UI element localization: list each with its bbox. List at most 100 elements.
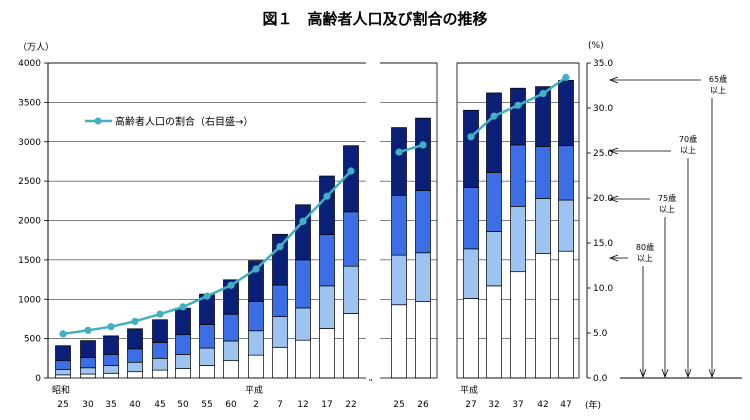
x-tick-label: 12 [297,400,308,410]
ratio-point [252,265,260,273]
legend-label: 高齢者人口の割合（右目盛→） [115,115,253,128]
left-axis-tick-label: 2000 [18,217,41,227]
bar-segment-80+ [223,360,239,379]
bar-segment-65-69 [319,175,335,236]
x-tick-label: 47 [560,400,571,410]
bar-segment-75-79 [391,254,407,306]
bar-segment-65-69 [415,117,431,191]
age-arrow-head [608,195,619,203]
left-axis-unit: （万人） [18,42,54,53]
axis-break-gap [366,62,380,379]
bar-segment-65-69 [535,86,551,147]
bar-segment-80+ [175,368,191,379]
ratio-point [179,303,187,311]
left-axis-tick-label: 0 [35,374,41,384]
bar-segment-70-74 [127,348,143,363]
ratio-point [539,90,547,98]
left-axis-tick-label: 3000 [18,138,41,148]
bar-segment-70-74 [510,144,526,207]
bar-segment-75-79 [175,354,191,369]
bar-segment-70-74 [175,334,191,355]
bar-segment-70-74 [486,172,502,232]
age-arrow-down-head [684,368,692,379]
left-axis-tick-label: 4000 [18,59,41,69]
bar-segment-75-79 [103,365,119,374]
bar-segment-80+ [463,298,479,379]
bar-segment-75-79 [486,231,502,287]
right-axis-tick-label: 20.0 [593,194,613,204]
bar-segment-65-69 [223,279,239,315]
bar-segment-75-79 [248,330,264,356]
bar-segment-70-74 [223,313,239,342]
ratio-point [84,326,92,334]
bar-segment-65-69 [152,319,168,343]
bar-segment-80+ [103,372,119,379]
ratio-point [395,148,403,156]
bar-segment-80+ [127,371,143,379]
x-tick-label: 37 [512,400,523,410]
x-tick-label: 40 [129,400,141,410]
chart-title: 図１ 高齢者人口及び割合の推移 [262,10,487,28]
bar-segment-75-79 [463,248,479,299]
bar-segment-65-69 [391,127,407,196]
bar-segment-80+ [486,285,502,379]
bar-segment-70-74 [343,211,359,267]
ratio-point [107,323,115,331]
bar-segment-80+ [199,365,215,379]
ratio-point [203,292,211,300]
bar-segment-80+ [558,250,574,379]
bar-segment-80+ [510,271,526,379]
bar-segment-70-74 [152,342,168,359]
x-tick-label: 25 [393,400,404,410]
ratio-line [398,143,424,154]
bar-segment-70-74 [103,354,119,366]
age-label-line1: 70歳 [679,134,697,144]
bar-segment-80+ [55,374,71,379]
bar-segment-70-74 [80,357,96,369]
age-label-line2: 以上 [659,205,675,214]
age-arrow-head [608,254,619,262]
year-unit: (年) [585,399,601,411]
bar-segment-65-69 [272,233,288,286]
age-arrow-head [608,147,619,155]
x-tick-label: 30 [82,400,94,410]
bar-segment-70-74 [558,145,574,201]
ratio-point [323,192,331,200]
legend: 高齢者人口の割合（右目盛→） [85,115,253,128]
age-arrow-down-head [708,368,716,379]
bar-segment-70-74 [55,360,71,370]
bar-segment-65-69 [463,109,479,188]
ratio-point [514,101,522,109]
ratio-point [227,281,235,289]
bar-segment-65-69 [558,79,574,147]
bar-segment-80+ [535,253,551,379]
x-tick-label: 55 [201,400,212,410]
x-tick-label: 35 [105,400,116,410]
bar-segment-80+ [152,369,168,379]
bar-segment-75-79 [295,307,311,341]
bar-segment-80+ [415,301,431,379]
bar-segment-65-69 [127,328,143,350]
bar-segment-70-74 [248,301,264,332]
ratio-point [467,133,475,141]
x-tick-label: 26 [417,400,429,410]
ratio-point [347,167,355,175]
bar-segment-80+ [272,346,288,379]
age-label-line1: 80歳 [636,242,654,252]
bar-segment-65-69 [486,92,502,173]
ratio-point [419,141,427,149]
left-axis-tick-label: 1500 [18,256,41,266]
right-axis-tick-label: 30.0 [593,104,613,114]
x-tick-label: 60 [225,400,237,410]
bar-segment-70-74 [535,146,551,199]
x-tick-label: 2 [253,400,259,410]
bar-segment-80+ [391,304,407,379]
bar-segment-65-69 [55,345,71,362]
bar-segment-75-79 [510,205,526,273]
x-tick-label: 32 [488,400,499,410]
bar-segment-80+ [248,354,264,379]
left-axis-tick-label: 500 [24,335,41,345]
ratio-point [131,317,139,325]
